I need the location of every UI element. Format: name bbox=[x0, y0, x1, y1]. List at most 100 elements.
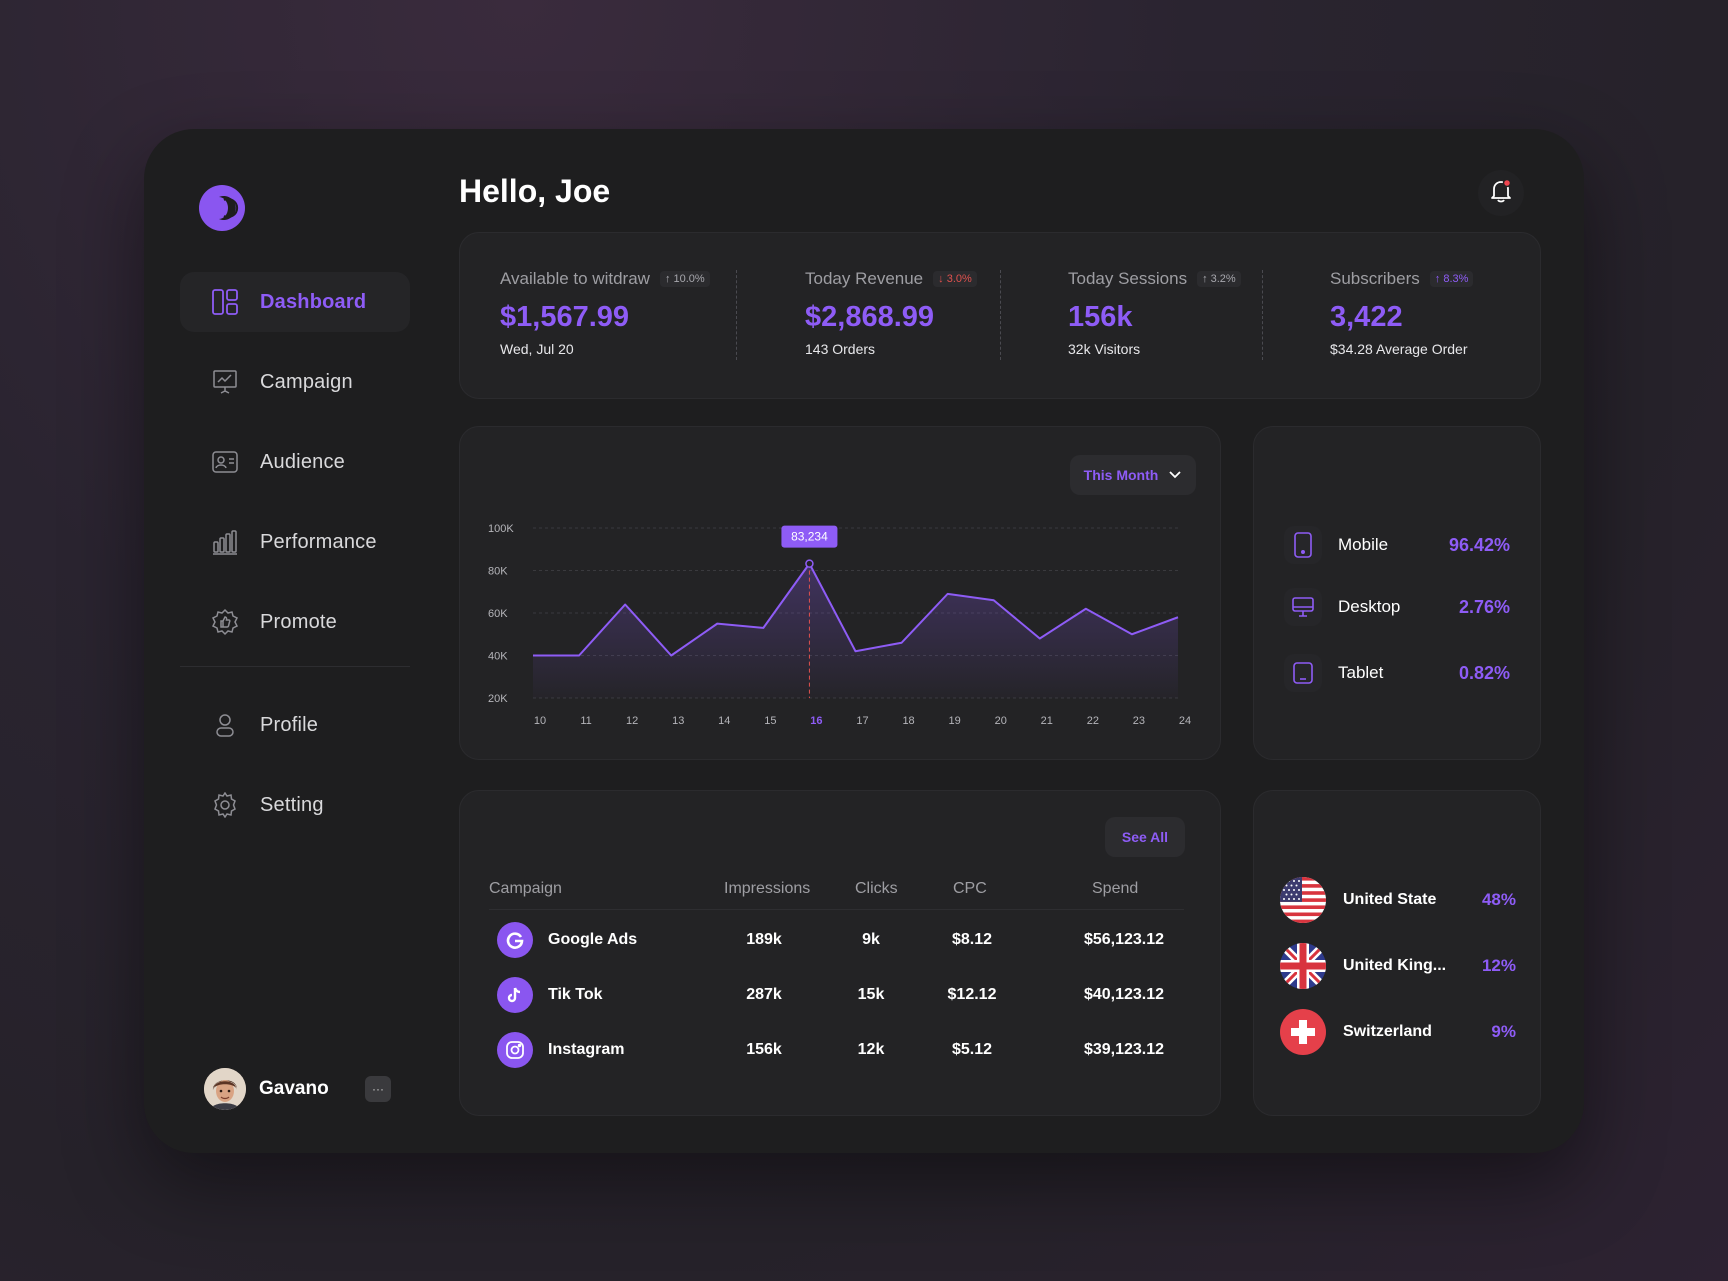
user-profile[interactable]: Gavano ··· bbox=[204, 1068, 391, 1110]
sidebar-item-label: Setting bbox=[260, 793, 324, 816]
date-range-dropdown[interactable]: This Month bbox=[1070, 455, 1196, 495]
app-logo[interactable] bbox=[199, 185, 245, 231]
user-icon bbox=[211, 711, 239, 739]
stat-withdraw: Available to witdraw ↑ 10.0% $1,567.99 We… bbox=[500, 269, 710, 357]
campaign-name: Tik Tok bbox=[548, 986, 603, 1003]
sidebar-item-label: Performance bbox=[260, 530, 377, 553]
stat-divider bbox=[736, 270, 737, 360]
sidebar-item-label: Promote bbox=[260, 610, 337, 633]
stat-subtext: 32k Visitors bbox=[1068, 341, 1141, 357]
country-breakdown-card: United State 48% United King... 12% bbox=[1253, 790, 1541, 1116]
country-name: United State bbox=[1343, 891, 1437, 908]
sidebar-nav: Dashboard Campaign Audience Performance … bbox=[180, 272, 410, 855]
stat-divider bbox=[1000, 270, 1001, 360]
stat-title: Available to witdraw bbox=[500, 269, 650, 288]
x-tick-label: 14 bbox=[718, 715, 730, 727]
sidebar-item-profile[interactable]: Profile bbox=[180, 695, 410, 755]
x-tick-label: 23 bbox=[1133, 715, 1145, 727]
see-all-button[interactable]: See All bbox=[1105, 817, 1185, 857]
impressions-cell: 156k bbox=[746, 1041, 782, 1058]
sidebar-item-promote[interactable]: Promote bbox=[180, 592, 410, 652]
sidebar-item-label: Profile bbox=[260, 713, 319, 736]
device-row-mobile: Mobile 96.42% bbox=[1284, 526, 1510, 564]
column-header: Spend bbox=[1092, 880, 1139, 897]
table-row[interactable]: Tik Tok 287k 15k $12.12 $40,123.12 bbox=[489, 977, 1184, 1017]
country-row-switzerland: Switzerland 9% bbox=[1280, 1009, 1516, 1055]
country-value: 48% bbox=[1481, 890, 1516, 909]
stat-divider bbox=[1262, 270, 1263, 360]
x-tick-label: 10 bbox=[534, 715, 546, 727]
column-header: CPC bbox=[953, 880, 987, 897]
campaign-table-card: See All Campaign Impressions Clicks CPC … bbox=[459, 790, 1221, 1116]
device-row-desktop: Desktop 2.76% bbox=[1284, 588, 1510, 626]
campaign-name: Instagram bbox=[548, 1041, 625, 1058]
stat-value: $1,567.99 bbox=[500, 301, 630, 333]
tooltip-value: 83,234 bbox=[791, 530, 828, 544]
sidebar-item-campaign[interactable]: Campaign bbox=[180, 352, 410, 412]
chevron-down-icon bbox=[1158, 467, 1182, 484]
sidebar-item-dashboard[interactable]: Dashboard bbox=[180, 272, 410, 332]
user-name: Gavano bbox=[259, 1078, 329, 1099]
tooltip-box bbox=[781, 525, 838, 548]
country-value: 9% bbox=[1491, 1022, 1516, 1041]
trend-badge: ↑ 8.3% bbox=[1429, 271, 1474, 287]
monitor-icon bbox=[1284, 588, 1322, 626]
sidebar-item-label: Campaign bbox=[260, 370, 353, 393]
table-row[interactable]: Instagram 156k 12k $5.12 $39,123.12 bbox=[489, 1032, 1184, 1072]
line-chart: 100K 80K 60K 40K 20K 83,234 10 11 12 13 14 15 16 17 18… bbox=[488, 523, 1191, 727]
page-title: Hello, Joe bbox=[459, 173, 611, 209]
smartphone-icon bbox=[1284, 526, 1322, 564]
x-tick-label: 16 bbox=[810, 715, 822, 727]
y-tick-label: 100K bbox=[488, 523, 514, 535]
stat-subtext: 143 Orders bbox=[805, 341, 876, 357]
x-tick-label: 24 bbox=[1179, 715, 1191, 727]
device-name: Tablet bbox=[1338, 663, 1384, 682]
stats-card: Available to witdraw ↑ 10.0% $1,567.99 We… bbox=[459, 232, 1541, 399]
stat-sessions: Today Sessions ↑ 3.2% 156k 32k Visitors bbox=[1068, 269, 1241, 357]
x-tick-label: 15 bbox=[764, 715, 776, 727]
cpc-cell: $5.12 bbox=[951, 1041, 993, 1058]
x-tick-label: 18 bbox=[902, 715, 914, 727]
table-header: Campaign Impressions Clicks CPC Spend bbox=[489, 880, 1184, 910]
device-value: 96.42% bbox=[1448, 534, 1510, 555]
series-line bbox=[533, 562, 1179, 657]
trend-badge: ↑ 3.2% bbox=[1197, 271, 1241, 287]
x-tick-label: 20 bbox=[995, 715, 1007, 727]
sidebar-divider bbox=[180, 666, 410, 667]
us-flag-icon bbox=[1280, 877, 1326, 923]
stat-title: Today Revenue bbox=[805, 269, 924, 288]
instagram-icon bbox=[497, 1032, 533, 1068]
x-tick-label: 13 bbox=[672, 715, 684, 727]
column-header: Campaign bbox=[489, 880, 562, 897]
uk-flag-icon bbox=[1280, 943, 1326, 989]
sidebar-item-setting[interactable]: Setting bbox=[180, 775, 410, 835]
tiktok-icon bbox=[497, 977, 533, 1013]
sidebar-item-performance[interactable]: Performance bbox=[180, 512, 410, 572]
clicks-cell: 9k bbox=[862, 931, 880, 948]
sidebar-item-audience[interactable]: Audience bbox=[180, 432, 410, 492]
sidebar-item-label: Audience bbox=[260, 450, 345, 473]
device-row-tablet: Tablet 0.82% bbox=[1284, 654, 1510, 692]
clicks-cell: 12k bbox=[857, 1041, 885, 1058]
x-tick-label: 12 bbox=[626, 715, 638, 727]
campaign-name: Google Ads bbox=[548, 931, 638, 948]
table-row[interactable]: Google Ads 189k 9k $8.12 $56,123.12 bbox=[489, 922, 1184, 962]
stat-value: 3,422 bbox=[1330, 301, 1403, 333]
y-tick-label: 80K bbox=[488, 566, 508, 578]
trend-badge: ↓ 3.0% bbox=[933, 271, 977, 287]
more-options-button[interactable]: ··· bbox=[365, 1076, 391, 1102]
tablet-icon bbox=[1284, 654, 1322, 692]
google-icon bbox=[497, 922, 533, 958]
avatar[interactable] bbox=[204, 1068, 246, 1110]
stat-value: 156k bbox=[1068, 301, 1133, 333]
bar-chart-icon bbox=[211, 528, 239, 556]
device-name: Mobile bbox=[1338, 535, 1389, 554]
x-tick-label: 22 bbox=[1087, 715, 1099, 727]
notification-button[interactable] bbox=[1478, 170, 1524, 216]
country-row-uk: United King... 12% bbox=[1280, 943, 1516, 989]
stat-title: Today Sessions bbox=[1068, 269, 1188, 288]
device-value: 2.76% bbox=[1458, 596, 1510, 617]
presentation-icon bbox=[211, 368, 239, 396]
badge-thumb-icon bbox=[211, 608, 239, 636]
country-name: Switzerland bbox=[1343, 1023, 1432, 1040]
